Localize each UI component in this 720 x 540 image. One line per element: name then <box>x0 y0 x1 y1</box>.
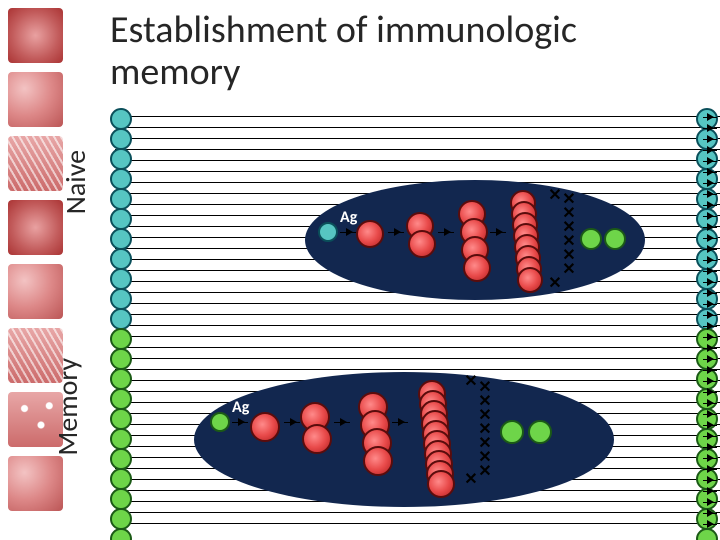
green-cell <box>110 448 132 470</box>
teal-cell <box>110 188 132 210</box>
sidebar-thumb-texture <box>8 264 63 319</box>
teal-cell <box>110 288 132 310</box>
memory-label: Memory <box>50 358 85 456</box>
red-cell <box>427 470 455 498</box>
green-cell <box>528 420 552 444</box>
green-cell <box>110 508 132 530</box>
green-cell <box>604 228 626 250</box>
teal-cell <box>318 222 338 242</box>
green-cell <box>110 348 132 370</box>
teal-cell <box>110 108 132 130</box>
teal-cell <box>110 308 132 330</box>
death-cross-icon: ✕ <box>478 464 492 478</box>
teal-cell <box>110 128 132 150</box>
red-cell <box>408 230 436 258</box>
death-cross-icon: ✕ <box>464 472 478 486</box>
sidebar-thumb-texture <box>8 456 63 511</box>
teal-cell <box>110 168 132 190</box>
red-cell <box>463 254 491 282</box>
red-cell <box>517 267 543 293</box>
green-cell <box>110 328 132 350</box>
page-title: Establishment of immunologic memory <box>110 10 700 94</box>
death-cross-icon: ✕ <box>548 188 562 202</box>
red-cell <box>250 412 280 442</box>
red-cell <box>356 220 384 248</box>
green-cell <box>580 228 602 250</box>
green-cell <box>110 428 132 450</box>
green-cell <box>110 388 132 410</box>
green-cell <box>110 488 132 510</box>
sidebar-thumb-dna <box>8 136 63 191</box>
sidebar-thumb-texture <box>8 72 63 127</box>
teal-cell <box>110 248 132 270</box>
sidebar-thumb-virus <box>8 200 63 255</box>
teal-cell <box>110 148 132 170</box>
death-cross-icon: ✕ <box>562 262 576 276</box>
green-cell <box>110 468 132 490</box>
teal-cell <box>110 268 132 290</box>
green-cell <box>110 368 132 390</box>
ag-label: Ag <box>232 398 249 417</box>
teal-cell <box>110 208 132 230</box>
naive-label: Naive <box>58 150 93 214</box>
death-cross-icon: ✕ <box>464 374 478 388</box>
teal-cell <box>110 228 132 250</box>
green-cell <box>210 412 230 432</box>
green-cell <box>500 420 524 444</box>
sidebar-thumb-virus <box>8 8 63 63</box>
green-cell <box>110 408 132 430</box>
ag-label: Ag <box>340 208 357 227</box>
death-cross-icon: ✕ <box>548 276 562 290</box>
